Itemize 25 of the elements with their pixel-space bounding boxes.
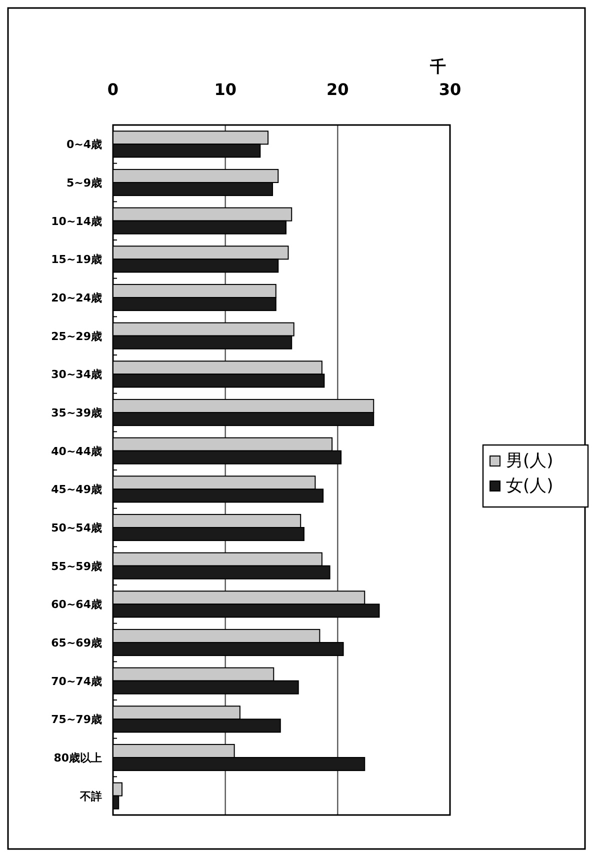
x-tick-label: 30 [438,80,462,99]
y-tick-label: 50~54歳 [51,522,102,534]
y-tick-label: 35~39歳 [51,406,102,420]
y-tick-label: 55~59歳 [51,560,102,573]
y-tick-label: 75~79歳 [51,713,102,726]
y-tick-label: 65~69歳 [51,636,102,650]
legend-label: 男(人) [506,451,554,471]
x-tick-label: 20 [326,80,349,99]
y-tick-label: 20~24歳 [51,292,102,304]
y-tick-label: 25~29歳 [51,330,102,343]
x-axis-title: 千 [429,57,446,76]
y-tick-label: 60~64歳 [51,598,102,612]
y-tick-label: 5~9歳 [66,176,102,190]
legend-label: 女(人) [506,476,554,496]
x-tick-label: 0 [107,80,119,99]
y-tick-label: 40~44歳 [51,444,102,458]
y-tick-label: 80歳以上 [54,752,102,764]
y-tick-label: 不詳 [79,790,102,803]
x-tick-label: 10 [214,80,236,99]
y-tick-label: 0~4歳 [66,138,102,152]
y-tick-label: 70~74歳 [51,674,102,688]
y-tick-label: 10~14歳 [51,214,102,228]
y-tick-label: 30~34歳 [51,368,102,382]
y-tick-label: 45~49歳 [51,483,102,496]
y-tick-label: 15~19歳 [51,253,102,266]
